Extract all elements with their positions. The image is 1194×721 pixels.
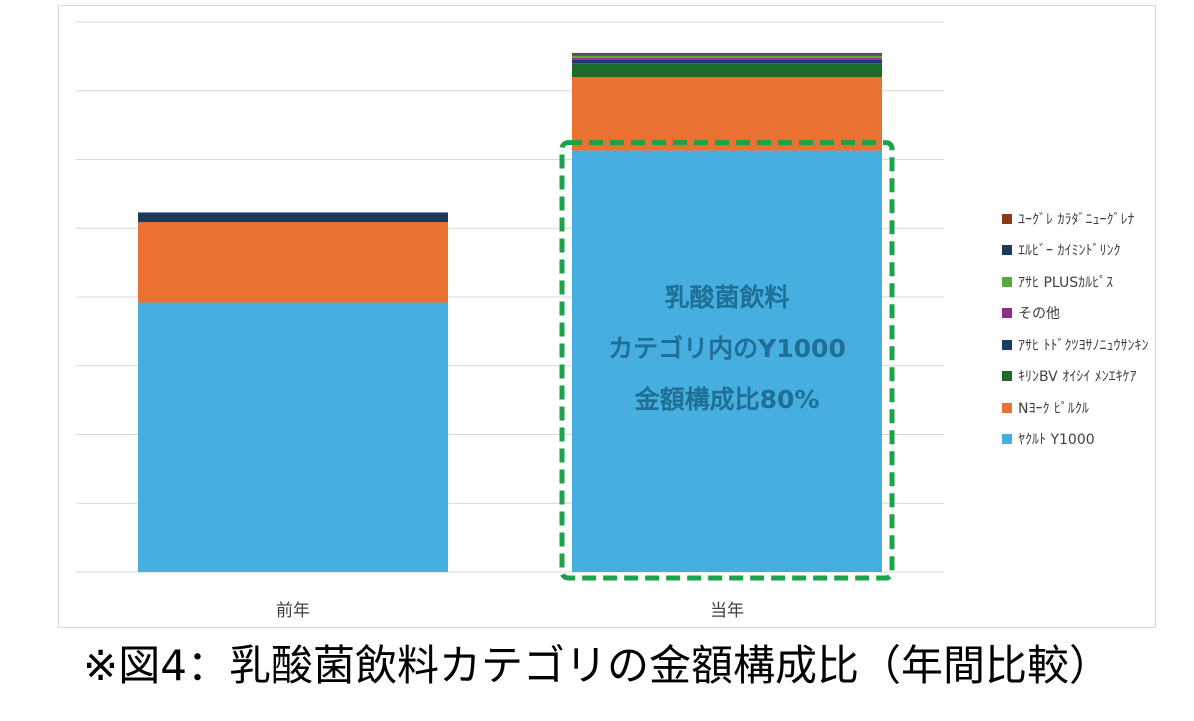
legend-swatch [1002,245,1012,256]
annotation-highlight-box [559,140,895,581]
bar-segment-1-1 [572,77,882,151]
legend-item: ﾕｰｸﾞﾚ ｶﾗﾀﾞﾆｭｰｸﾞﾚﾅ [1002,203,1194,235]
legend-swatch [1002,308,1012,319]
legend-item: ｷﾘﾝBV ｵｲｼｲ ﾒﾝｴｷｹｱ [1002,361,1194,393]
annotation-text-line: カテゴリ内のY1000 [608,334,846,363]
annotation-text-line: 金額構成比80% [634,385,820,414]
legend-label: ｱｻﾋ ﾄﾄﾞｸﾂﾖｻﾉﾆｭｳｻﾝｷﾝ [1018,337,1149,354]
bar-segment-0-6 [138,212,448,223]
bar-segment-1-2 [572,63,882,77]
bar-segment-1-0 [572,150,882,572]
legend-swatch [1002,434,1012,445]
legend-label: Nﾖｰｸ ﾋﾟﾙｸﾙ [1018,400,1089,417]
figure-caption: ※図4：乳酸菌飲料カテゴリの金額構成比（年間比較） [83,641,1111,690]
annotation-text-line: 乳酸菌飲料 [664,283,789,312]
legend-label: ﾕｰｸﾞﾚ ｶﾗﾀﾞﾆｭｰｸﾞﾚﾅ [1018,211,1135,228]
legend-item: Nﾖｰｸ ﾋﾟﾙｸﾙ [1002,392,1194,424]
bar-segment-1-3 [572,59,882,64]
legend-item: ｱｻﾋ PLUSｶﾙﾋﾟｽ [1002,266,1194,298]
bar-segment-0-1 [138,222,448,303]
bar-segment-0-0 [138,302,448,572]
legend-label: ｴﾙﾋﾞｰ ｶｲﾐﾝﾄﾞﾘﾝｸ [1018,243,1121,260]
chart-frame: 乳酸菌飲料カテゴリ内のY1000 金額構成比80% 前年 当年 ﾕｰｸﾞﾚ ｶﾗﾀﾞ… [58,5,1156,628]
legend-item: その他 [1002,298,1194,330]
legend-label: ｷﾘﾝBV ｵｲｼｲ ﾒﾝｴｷｹｱ [1018,369,1137,386]
x-tick-label: 当年 [710,601,744,621]
legend-swatch [1002,339,1012,350]
bar-segment-1-7 [572,52,882,55]
legend-label: その他 [1018,306,1060,323]
legend: ﾕｰｸﾞﾚ ｶﾗﾀﾞﾆｭｰｸﾞﾚﾅ ｴﾙﾋﾞｰ ｶｲﾐﾝﾄﾞﾘﾝｸ ｱｻﾋ PLUS… [1002,203,1194,455]
legend-swatch [1002,402,1012,413]
legend-item: ｱｻﾋ ﾄﾄﾞｸﾂﾖｻﾉﾆｭｳｻﾝｷﾝ [1002,329,1194,361]
legend-item: ｴﾙﾋﾞｰ ｶｲﾐﾝﾄﾞﾘﾝｸ [1002,235,1194,267]
legend-label: ﾔｸﾙﾄ Y1000 [1018,432,1095,449]
legend-item: ﾔｸﾙﾄ Y1000 [1002,424,1194,456]
x-tick-label: 前年 [276,601,310,621]
bar-segment-1-6 [572,54,882,56]
legend-swatch [1002,371,1012,382]
bar-segment-1-5 [572,55,882,58]
legend-swatch [1002,276,1012,287]
legend-label: ｱｻﾋ PLUSｶﾙﾋﾟｽ [1018,274,1114,291]
bar-segment-1-4 [572,57,882,60]
legend-swatch [1002,213,1012,224]
